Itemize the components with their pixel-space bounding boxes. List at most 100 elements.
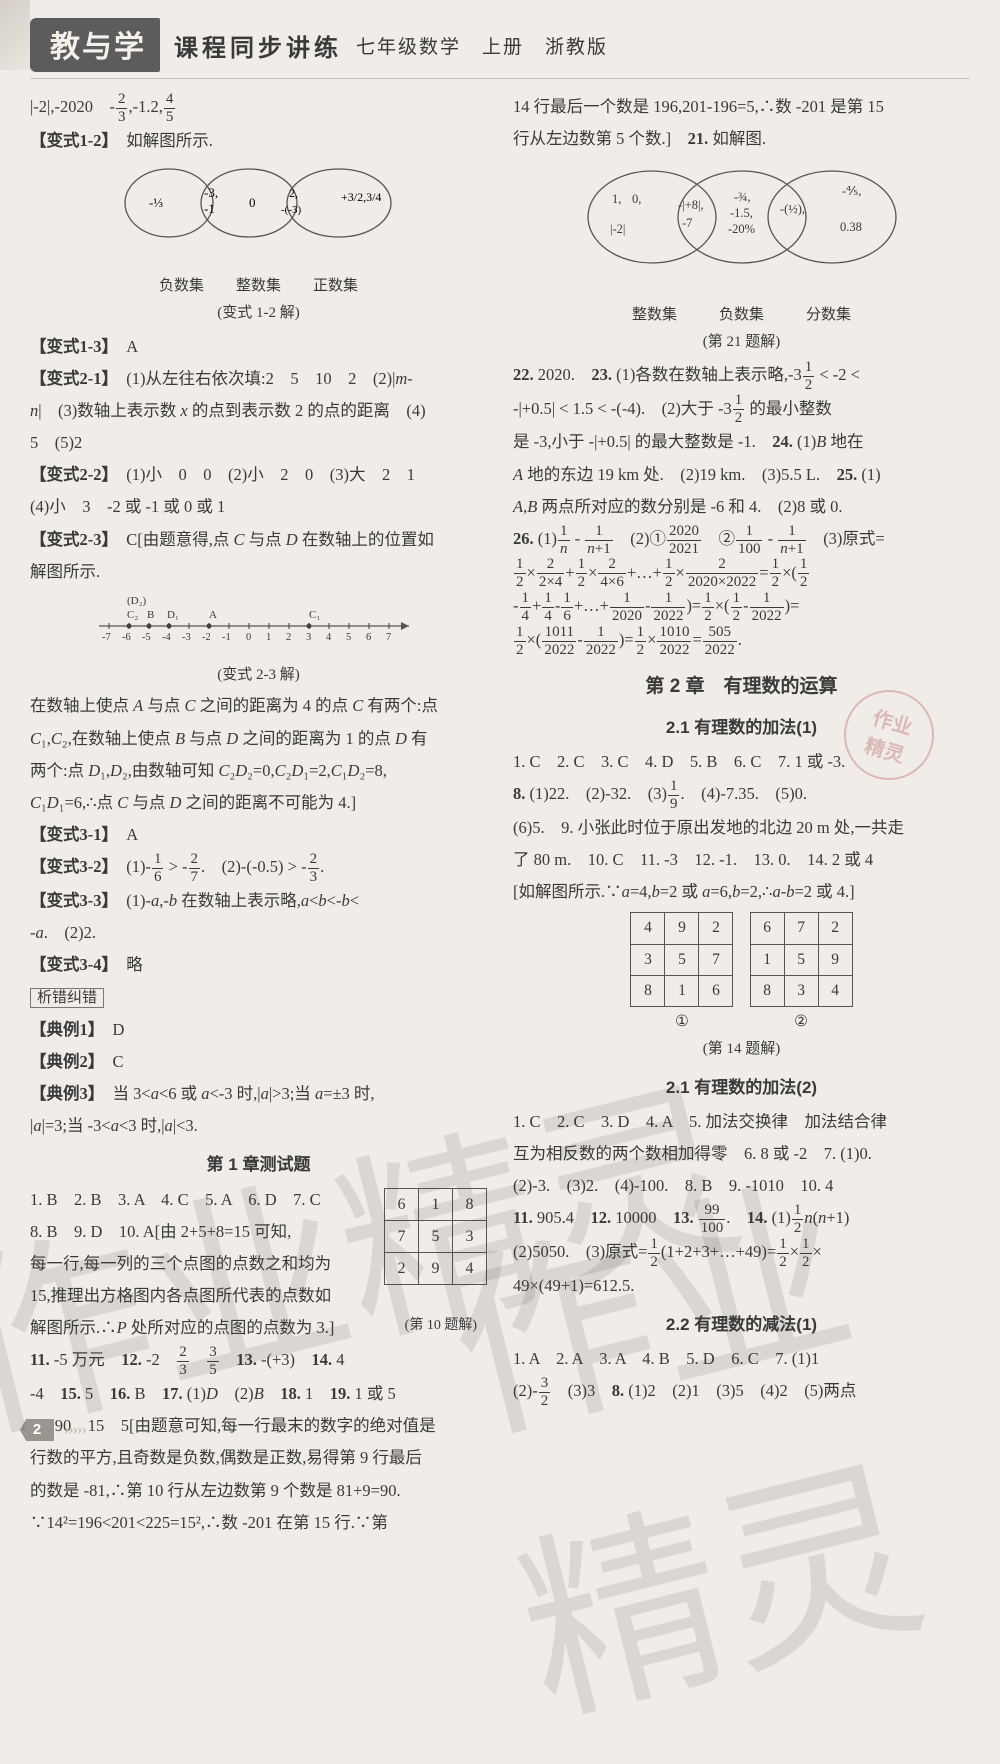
text-line: -14+14-16+…+12020-12022)=12×(12-12022)= (513, 590, 970, 624)
var-2-3: 【变式2-3】 C[由题意得,点 C 与点 D 在数轴上的位置如 (30, 524, 487, 556)
svg-text:-⅓: -⅓ (149, 195, 163, 210)
text-line: (2)-3. (3)2. (4)-100. 8. B 9. -1010 10. … (513, 1170, 970, 1202)
text-line: (2)5050. (3)原式=12(1+2+3+…+49)=12×12× (513, 1236, 970, 1270)
series-title: 课程同步讲练 (174, 28, 342, 63)
right-column: 14 行最后一个数是 196,201-196=5,∴数 -201 是第 15 行… (513, 91, 970, 1539)
svg-text:3: 3 (306, 632, 311, 643)
svg-text:0,: 0, (632, 192, 641, 206)
svg-text:1: 1 (266, 632, 271, 643)
page-number: 2 (20, 1419, 54, 1441)
svg-text:0.38: 0.38 (840, 220, 862, 234)
text-line: (6)5. 9. 小张此时位于原出发地的北边 20 m 处,一共走 (513, 812, 970, 844)
class-info: 七年级数学 上册 浙教版 (356, 32, 608, 59)
text-line: 22. 2020. 23. (1)各数在数轴上表示略,-312 < -2 < (513, 359, 970, 393)
svg-text:-3: -3 (182, 632, 191, 643)
example-3: 【典例3】 当 3<a<6 或 a<-3 时,|a|>3;当 a=±3 时, (30, 1078, 487, 1110)
svg-text:2,: 2, (289, 186, 298, 200)
text-line: 5 (5)2 (30, 427, 487, 459)
text-line: 11. -5 万元 12. -2 23 35 13. -(+3) 14. 4 (30, 1344, 487, 1378)
text-line: 互为相反数的两个数相加得零 6. 8 或 -2 7. (1)0. (513, 1138, 970, 1170)
svg-text:0: 0 (249, 195, 256, 210)
svg-text:-4: -4 (162, 632, 171, 643)
svg-text:-7: -7 (102, 632, 111, 643)
svg-text:-1: -1 (204, 201, 215, 216)
text-line: 12×(10112022-12022)=12×10102022=5052022. (513, 624, 970, 658)
svg-text:C₁: C₁ (309, 609, 320, 621)
text-line: 解图所示. (30, 556, 487, 588)
text-line: 1. C 2. C 3. D 4. A 5. 加法交换律 加法结合律 (513, 1106, 970, 1138)
text-line: 26. (1)1n - 1n+1 (2)①20202021 ②1100 - 1n… (513, 523, 970, 557)
text-line: 11. 905.4 12. 10000 13. 99100. 14. (1)12… (513, 1202, 970, 1236)
svg-text:+3/2,3/4: +3/2,3/4 (341, 190, 381, 204)
text-line: C₁D₁=6,∴点 C 与点 D 之间的距离不可能为 4.] (30, 787, 487, 819)
svg-text:-1: -1 (222, 632, 231, 643)
text-line: (2)-32 (3)3 8. (1)2 (2)1 (3)5 (4)2 (5)两点 (513, 1375, 970, 1409)
svg-text:D₁: D₁ (167, 609, 179, 621)
text-line: [如解图所示.∵a=4,b=2 或 a=6,b=2,∴a-b=2 或 4.] (513, 876, 970, 908)
q10-caption: (第 10 题解) (405, 1312, 477, 1339)
venn12-caption: (变式 1-2 解) (30, 299, 487, 328)
text-line: ∵14²=196<201<225=15²,∴数 -201 在第 15 行.∵第 (30, 1507, 487, 1539)
svg-text:-20%: -20% (728, 222, 755, 236)
footer-chevrons: ››››› (64, 1421, 86, 1439)
text-line: -a. (2)2. (30, 917, 487, 949)
example-1: 【典例1】 D (30, 1014, 487, 1046)
table-q14-wrapper: 492 357 816 ① 672 159 834 ② (第 14 题解) (513, 908, 970, 1064)
brand-badge: 教与学 (30, 18, 160, 72)
text-line: 12×22×4+12×24×6+…+12×22020×2022=12×(12 (513, 557, 970, 591)
svg-text:C₂: C₂ (127, 609, 138, 621)
left-column: |-2|,-2020 -23,-1.2,45 【变式1-2】 如解图所示. -⅓… (30, 91, 487, 1539)
svg-text:5: 5 (346, 632, 351, 643)
text-line: n| (3)数轴上表示数 x 的点到表示数 2 的点的距离 (4) (30, 395, 487, 427)
svg-text:1,: 1, (612, 192, 621, 206)
section-2-2-title: 2.2 有理数的减法(1) (513, 1308, 970, 1341)
svg-text:-¾,: -¾, (734, 190, 751, 204)
text-line: 8. (1)22. (2)-32. (3)19. (4)-7.35. (5)0. (513, 778, 970, 812)
text-line: |a|=3;当 -3<a<3 时,|a|<3. (30, 1110, 487, 1142)
text-line: 行从左边数第 5 个数.] 21. 如解图. (513, 123, 970, 155)
text-line: 两个:点 D₁,D₂,由数轴可知 C₂D₂=0,C₂D₁=2,C₁D₂=8, (30, 755, 487, 787)
svg-text:-7: -7 (682, 216, 692, 230)
svg-text:B: B (147, 609, 154, 621)
var-3-2: 【变式3-2】 (1)-16 > -27. (2)-(-0.5) > -23. (30, 851, 487, 885)
text-line: A 地的东边 19 km 处. (2)19 km. (3)5.5 L. 25. … (513, 459, 970, 491)
stamp-badge: 作业精灵 (836, 682, 943, 789)
text-line: C₁,C₂,在数轴上使点 B 与点 D 之间的距离为 1 的点 D 有 (30, 723, 487, 755)
text-line: 行数的平方,且奇数是负数,偶数是正数,易得第 9 行最后 (30, 1442, 487, 1474)
var-1-2: 【变式1-2】 如解图所示. (30, 125, 487, 157)
text-line: 49×(49+1)=612.5. (513, 1270, 970, 1302)
text-line: -4 15. 5 16. B 17. (1)D (2)B 18. 1 19. 1… (30, 1378, 487, 1410)
svg-text:-(-3): -(-3) (281, 204, 301, 216)
page-footer: 2 ››››› (20, 1419, 86, 1441)
svg-text:-|+8|,: -|+8|, (678, 198, 704, 212)
svg-text:-2: -2 (202, 632, 211, 643)
section-2-1b-title: 2.1 有理数的加法(2) (513, 1071, 970, 1104)
page-header: 教与学 课程同步讲练 七年级数学 上册 浙教版 (30, 18, 970, 79)
text-line: -|+0.5| < 1.5 < -(-4). (2)大于 -312 的最小整数 (513, 393, 970, 427)
text-line: 的数是 -81,∴第 10 行从左边数第 9 个数是 81+9=90. (30, 1475, 487, 1507)
svg-text:7: 7 (386, 632, 391, 643)
svg-text:-3,: -3, (204, 185, 218, 200)
var-2-1: 【变式2-1】 (1)从左往右依次填:2 5 10 2 (2)|m- (30, 363, 487, 395)
text-line: |-2|,-2020 -23,-1.2,45 (30, 91, 487, 125)
text-line: 20. 90 15 5[由题意可知,每一行最末的数字的绝对值是 (30, 1410, 487, 1442)
table-q10: 618 753 294 (384, 1188, 487, 1286)
svg-text:-⅘,: -⅘, (842, 184, 861, 198)
text-line: A,B 两点所对应的数分别是 -6 和 4. (2)8 或 0. (513, 491, 970, 523)
text-line: 在数轴上使点 A 与点 C 之间的距离为 4 的点 C 有两个:点 (30, 690, 487, 722)
svg-text:|-2|: |-2| (610, 222, 625, 236)
svg-text:6: 6 (366, 632, 371, 643)
svg-text:A: A (209, 609, 217, 621)
venn-q21-diagram: 1,0, |-2| -|+8|,-7 -¾,-1.5,-20% -(½), -⅘… (513, 159, 970, 357)
svg-text:0: 0 (246, 632, 251, 643)
venn-1-2-diagram: -⅓ -3, -1 0 2, -(-3) +3/2,3/4 负数集 整数集 正数… (30, 161, 487, 329)
text-line: (4)小 3 -2 或 -1 或 0 或 1 (30, 491, 487, 523)
var-3-1: 【变式3-1】 A (30, 819, 487, 851)
svg-text:2: 2 (286, 632, 291, 643)
svg-text:-(½),: -(½), (780, 202, 805, 216)
text-line: 是 -3,小于 -|+0.5| 的最大整数是 -1. 24. (1)B 地在 (513, 426, 970, 458)
var-2-2: 【变式2-2】 (1)小 0 0 (2)小 2 0 (3)大 2 1 (30, 459, 487, 491)
chapter-1-test-title: 第 1 章测试题 (30, 1148, 487, 1181)
var-3-3: 【变式3-3】 (1)-a,-b 在数轴上表示略,a<b<-b< (30, 885, 487, 917)
svg-text:-5: -5 (142, 632, 151, 643)
